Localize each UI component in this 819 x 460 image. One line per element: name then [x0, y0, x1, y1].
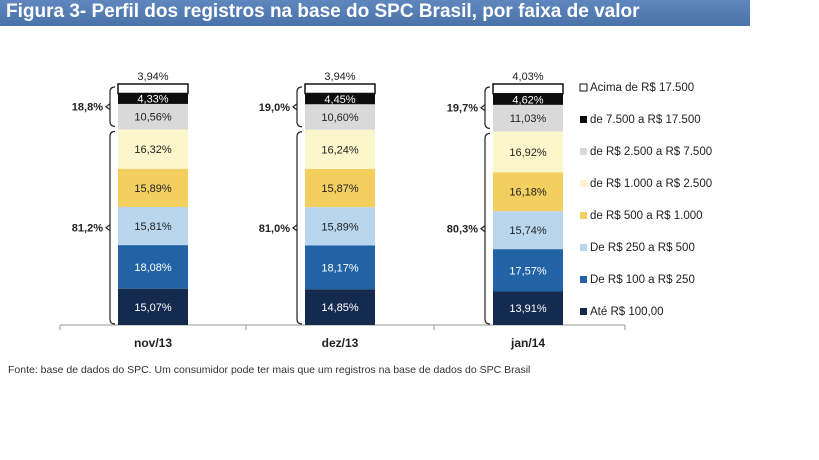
- bracket-label-upper-jan-14: 19,7%: [447, 103, 478, 115]
- legend-swatch-de-r-250-a-r-500: [580, 244, 587, 251]
- data-label-acima-de-r-17-500-jan-14: 4,03%: [512, 71, 543, 83]
- bar-at-r-100-00-nov-13: [118, 288, 188, 325]
- legend-label-de-7-500-a-r-17-500: de 7.500 a R$ 17.500: [590, 114, 701, 126]
- bracket-upper-jan-14-point: [480, 104, 486, 112]
- legend-swatch-de-r-2-500-a-r-7-500: [580, 148, 587, 155]
- bar-acima-de-r-17-500-dez-13: [304, 83, 376, 95]
- bar-at-r-100-00-jan-14: [493, 291, 563, 325]
- bar-de-r-2-500-a-r-7-500-jan-14: [493, 104, 563, 132]
- data-label-de-r-2-500-a-r-7-500-dez-13: 10,60%: [321, 112, 359, 124]
- legend-swatch-at-r-100-00: [580, 308, 587, 315]
- data-label-de-r-250-a-r-500-dez-13: 15,89%: [321, 221, 359, 233]
- bar-de-7-500-a-r-17-500-jan-14: [493, 93, 563, 105]
- data-label-acima-de-r-17-500-dez-13: 3,94%: [324, 71, 355, 83]
- data-label-de-r-2-500-a-r-7-500-jan-14: 11,03%: [510, 113, 547, 125]
- legend-label-de-r-100-a-r-250: De R$ 100 a R$ 250: [590, 274, 695, 286]
- bar-de-r-250-a-r-500-dez-13: [305, 207, 375, 246]
- data-label-at-r-100-00-nov-13: 15,07%: [134, 302, 172, 314]
- bracket-upper-dez-13: [296, 86, 303, 128]
- bracket-label-lower-dez-13: 81,0%: [259, 223, 290, 235]
- data-label-de-r-1-000-a-r-2-500-nov-13: 16,32%: [134, 144, 172, 156]
- data-label-de-r-500-a-r-1-000-nov-13: 15,89%: [134, 183, 172, 195]
- legend-label-de-r-1-000-a-r-2-500: de R$ 1.000 a R$ 2.500: [590, 178, 712, 190]
- bar-de-7-500-a-r-17-500-dez-13: [305, 93, 375, 105]
- bracket-upper-nov-13: [109, 86, 116, 127]
- data-label-de-r-250-a-r-500-jan-14: 15,74%: [509, 225, 547, 237]
- data-label-de-r-250-a-r-500-nov-13: 15,81%: [134, 221, 172, 233]
- data-label-at-r-100-00-dez-13: 14,85%: [321, 302, 359, 314]
- bracket-label-lower-nov-13: 81,2%: [72, 223, 103, 235]
- bar-de-r-500-a-r-1-000-jan-14: [493, 172, 563, 212]
- bracket-lower-dez-13-point: [292, 224, 298, 232]
- bar-de-r-1-000-a-r-2-500-nov-13: [118, 129, 188, 169]
- data-label-de-r-100-a-r-250-dez-13: 18,17%: [321, 262, 359, 274]
- source-note: Fonte: base de dados do SPC. Um consumid…: [8, 364, 531, 376]
- bar-de-r-100-a-r-250-dez-13: [305, 245, 375, 290]
- bracket-label-upper-nov-13: 18,8%: [72, 102, 103, 114]
- bar-acima-de-r-17-500-jan-14: [492, 83, 564, 95]
- bracket-label-lower-jan-14: 80,3%: [447, 224, 478, 236]
- figure-title: Figura 3- Perfil dos registros na base d…: [6, 1, 640, 22]
- bracket-label-upper-dez-13: 19,0%: [259, 102, 290, 114]
- bar-de-r-500-a-r-1-000-dez-13: [305, 168, 375, 208]
- data-label-de-r-1-000-a-r-2-500-dez-13: 16,24%: [321, 144, 359, 156]
- legend-label-at-r-100-00: Até R$ 100,00: [590, 306, 664, 318]
- bar-de-r-2-500-a-r-7-500-dez-13: [305, 104, 375, 130]
- bar-acima-de-r-17-500-nov-13: [117, 83, 189, 95]
- bar-de-r-1-000-a-r-2-500-jan-14: [493, 131, 563, 173]
- data-label-de-r-1-000-a-r-2-500-jan-14: 16,92%: [509, 147, 547, 159]
- data-label-de-r-2-500-a-r-7-500-nov-13: 10,56%: [134, 112, 172, 124]
- bar-de-r-250-a-r-500-nov-13: [118, 207, 188, 246]
- data-label-de-7-500-a-r-17-500-nov-13: 4,33%: [137, 94, 168, 106]
- legend-label-de-r-500-a-r-1-000: de R$ 500 a R$ 1.000: [590, 210, 703, 222]
- bracket-lower-jan-14-point: [480, 225, 486, 233]
- legend-label-acima-de-r-17-500: Acima de R$ 17.500: [590, 82, 694, 94]
- bar-de-r-100-a-r-250-jan-14: [493, 249, 563, 292]
- bracket-lower-nov-13-point: [105, 224, 111, 232]
- x-tick-label-jan-14: jan/14: [510, 336, 545, 350]
- bracket-upper-jan-14: [484, 86, 491, 130]
- bar-de-r-500-a-r-1-000-nov-13: [118, 168, 188, 208]
- legend-swatch-de-7-500-a-r-17-500: [580, 116, 587, 123]
- legend-label-de-r-250-a-r-500: De R$ 250 a R$ 500: [590, 242, 695, 254]
- x-tick-label-nov-13: nov/13: [134, 336, 172, 350]
- bar-de-r-100-a-r-250-nov-13: [118, 245, 188, 289]
- legend-swatch-de-r-500-a-r-1-000: [580, 212, 587, 219]
- data-label-de-7-500-a-r-17-500-jan-14: 4,62%: [512, 94, 543, 106]
- bracket-upper-nov-13-point: [105, 103, 111, 111]
- data-label-de-r-100-a-r-250-nov-13: 18,08%: [134, 262, 172, 274]
- data-label-de-r-500-a-r-1-000-jan-14: 16,18%: [509, 187, 547, 199]
- bracket-lower-dez-13: [296, 131, 303, 325]
- bar-de-r-250-a-r-500-jan-14: [493, 211, 563, 250]
- bar-de-r-2-500-a-r-7-500-nov-13: [118, 103, 188, 130]
- figure-title-bar: Figura 3- Perfil dos registros na base d…: [0, 0, 750, 26]
- bar-de-7-500-a-r-17-500-nov-13: [118, 93, 188, 104]
- bracket-lower-jan-14: [484, 132, 491, 325]
- bar-at-r-100-00-dez-13: [305, 289, 375, 325]
- legend-swatch-acima-de-r-17-500: [579, 83, 588, 92]
- x-tick-label-dez-13: dez/13: [322, 336, 359, 350]
- data-label-de-r-500-a-r-1-000-dez-13: 15,87%: [321, 183, 359, 195]
- bracket-lower-nov-13: [109, 130, 116, 325]
- data-label-de-7-500-a-r-17-500-dez-13: 4,45%: [324, 94, 355, 106]
- legend-swatch-de-r-100-a-r-250: [580, 276, 587, 283]
- legend-label-de-r-2-500-a-r-7-500: de R$ 2.500 a R$ 7.500: [590, 146, 712, 158]
- data-label-at-r-100-00-jan-14: 13,91%: [509, 303, 547, 315]
- legend-swatch-de-r-1-000-a-r-2-500: [580, 180, 587, 187]
- data-label-acima-de-r-17-500-nov-13: 3,94%: [137, 71, 168, 83]
- bar-de-r-1-000-a-r-2-500-dez-13: [305, 129, 375, 169]
- data-label-de-r-100-a-r-250-jan-14: 17,57%: [509, 265, 547, 277]
- bracket-upper-dez-13-point: [292, 103, 298, 111]
